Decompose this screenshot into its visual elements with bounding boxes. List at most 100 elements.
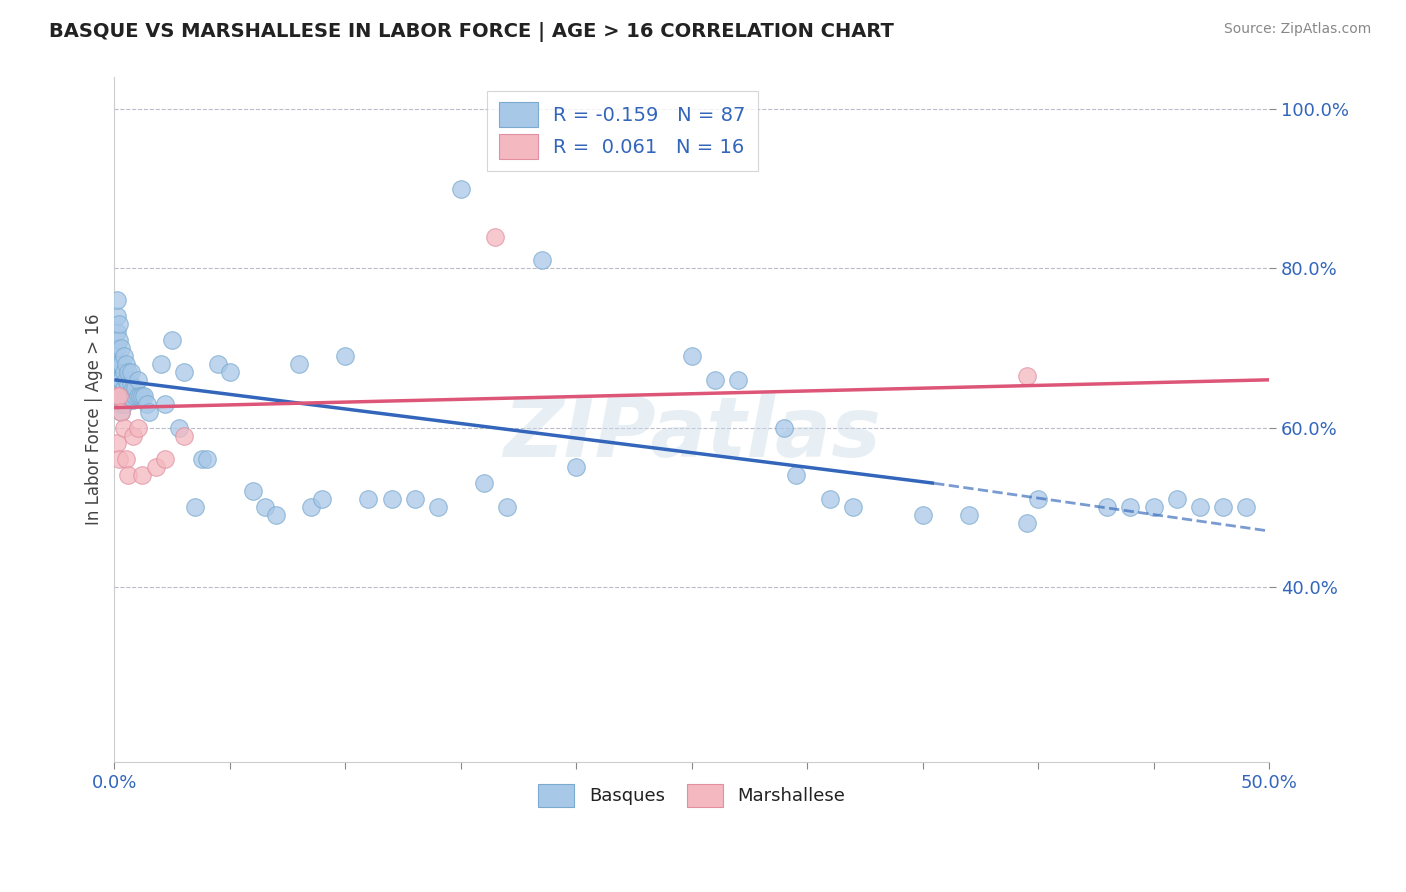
Point — [110, 373, 132, 387]
Point — [117, 376, 139, 391]
Point — [117, 468, 139, 483]
Point — [773, 420, 796, 434]
Point — [1188, 500, 1211, 515]
Y-axis label: In Labor Force | Age > 16: In Labor Force | Age > 16 — [86, 314, 103, 525]
Point — [105, 309, 128, 323]
Point — [112, 365, 135, 379]
Point — [131, 389, 153, 403]
Point — [450, 182, 472, 196]
Point — [681, 349, 703, 363]
Point — [115, 373, 138, 387]
Point — [1212, 500, 1234, 515]
Text: Source: ZipAtlas.com: Source: ZipAtlas.com — [1223, 22, 1371, 37]
Point — [112, 420, 135, 434]
Point — [110, 404, 132, 418]
Point — [167, 420, 190, 434]
Point — [105, 381, 128, 395]
Point — [124, 381, 146, 395]
Point — [145, 460, 167, 475]
Point — [110, 357, 132, 371]
Point — [173, 365, 195, 379]
Point — [184, 500, 207, 515]
Point — [149, 357, 172, 371]
Point — [110, 404, 132, 418]
Point — [120, 376, 142, 391]
Legend: Basques, Marshallese: Basques, Marshallese — [531, 777, 852, 814]
Point — [115, 389, 138, 403]
Point — [820, 492, 842, 507]
Point — [155, 397, 177, 411]
Point — [117, 365, 139, 379]
Point — [1097, 500, 1119, 515]
Point — [110, 341, 132, 355]
Point — [842, 500, 865, 515]
Point — [120, 365, 142, 379]
Point — [108, 381, 131, 395]
Point — [112, 381, 135, 395]
Point — [160, 333, 183, 347]
Point — [108, 389, 131, 403]
Point — [727, 373, 749, 387]
Point — [426, 500, 449, 515]
Point — [242, 484, 264, 499]
Point — [138, 404, 160, 418]
Point — [957, 508, 980, 522]
Point — [703, 373, 725, 387]
Point — [105, 341, 128, 355]
Point — [131, 468, 153, 483]
Point — [288, 357, 311, 371]
Point — [105, 436, 128, 450]
Point — [195, 452, 218, 467]
Point — [1015, 516, 1038, 530]
Point — [135, 397, 157, 411]
Point — [1166, 492, 1188, 507]
Point — [1234, 500, 1257, 515]
Point — [105, 293, 128, 308]
Point — [191, 452, 214, 467]
Text: ZIPatlas: ZIPatlas — [503, 392, 880, 474]
Point — [108, 317, 131, 331]
Point — [472, 476, 495, 491]
Point — [122, 392, 145, 407]
Point — [207, 357, 229, 371]
Point — [124, 389, 146, 403]
Point — [155, 452, 177, 467]
Point — [380, 492, 402, 507]
Point — [108, 333, 131, 347]
Point — [530, 253, 553, 268]
Point — [115, 452, 138, 467]
Point — [105, 389, 128, 403]
Point — [105, 373, 128, 387]
Point — [108, 357, 131, 371]
Text: BASQUE VS MARSHALLESE IN LABOR FORCE | AGE > 16 CORRELATION CHART: BASQUE VS MARSHALLESE IN LABOR FORCE | A… — [49, 22, 894, 42]
Point — [108, 373, 131, 387]
Point — [173, 428, 195, 442]
Point — [122, 381, 145, 395]
Point — [134, 389, 156, 403]
Point — [128, 389, 150, 403]
Point — [112, 397, 135, 411]
Point — [496, 500, 519, 515]
Point — [110, 389, 132, 403]
Point — [1142, 500, 1164, 515]
Point — [112, 349, 135, 363]
Point — [115, 357, 138, 371]
Point — [911, 508, 934, 522]
Point — [264, 508, 287, 522]
Point — [484, 229, 506, 244]
Point — [108, 452, 131, 467]
Point — [218, 365, 240, 379]
Point — [127, 420, 149, 434]
Point — [253, 500, 276, 515]
Point — [357, 492, 380, 507]
Point — [311, 492, 333, 507]
Point — [335, 349, 357, 363]
Point — [785, 468, 807, 483]
Point — [117, 389, 139, 403]
Point — [565, 460, 588, 475]
Point — [1119, 500, 1142, 515]
Point — [105, 325, 128, 339]
Point — [122, 428, 145, 442]
Point — [105, 389, 128, 403]
Point — [127, 373, 149, 387]
